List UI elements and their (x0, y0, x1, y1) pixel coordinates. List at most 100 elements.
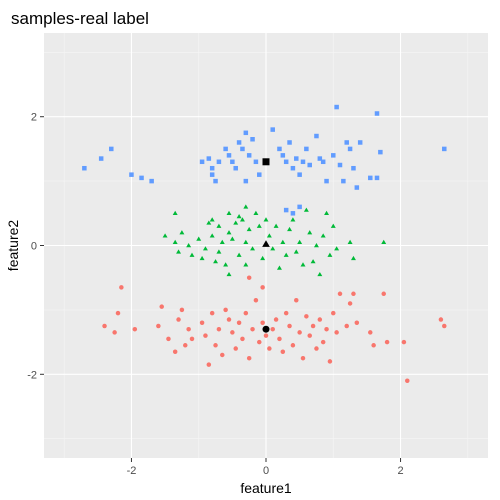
red-circle-point (304, 314, 309, 319)
blue-square-point (226, 153, 232, 158)
green-triangle-point (347, 239, 353, 244)
green-triangle-point (334, 246, 340, 251)
blue-square-point (287, 140, 292, 145)
green-triangle-point (202, 246, 208, 251)
blue-square-point (233, 165, 238, 171)
red-circle-point (290, 343, 296, 348)
green-triangle-point (172, 210, 178, 216)
green-triangle-point (229, 236, 235, 241)
green-triangle-point (250, 246, 256, 251)
blue-square-point (442, 146, 447, 152)
blue-square-point (283, 159, 289, 165)
blue-square-point (351, 165, 356, 171)
green-triangle-point (297, 239, 303, 244)
blue-square-point (320, 159, 326, 165)
green-triangle-point (216, 223, 222, 228)
blue-square-point (368, 175, 373, 181)
red-circle-point (115, 310, 121, 316)
red-circle-point (314, 346, 319, 351)
blue-square-point (357, 140, 363, 145)
green-triangle-point (300, 262, 306, 267)
green-triangle-point (256, 223, 262, 228)
blue-square-point (206, 156, 212, 161)
red-circle-point (287, 323, 292, 329)
blue-square-point (374, 111, 380, 116)
green-triangle-point (313, 242, 319, 248)
blue-square-point (257, 172, 262, 177)
green-triangle-point (236, 214, 242, 219)
blue-square-point (109, 146, 114, 152)
red-circle-point (206, 362, 212, 367)
blue-square-point (209, 172, 215, 177)
x-axis-title: feature1 (240, 480, 292, 496)
green-triangle-point (260, 255, 266, 261)
x-tick-label: 2 (397, 465, 403, 477)
red-circle-point (273, 317, 279, 322)
green-triangle-point (179, 230, 185, 235)
blue-square-point (270, 127, 275, 132)
red-circle-point (260, 285, 265, 290)
cluster-center-triangle (262, 240, 270, 247)
blue-square-point (290, 165, 296, 171)
blue-square-point (341, 178, 346, 184)
green-triangle-point (189, 252, 195, 257)
red-circle-point (442, 323, 447, 329)
data-points (82, 104, 447, 383)
red-circle-point (186, 326, 191, 332)
red-circle-point (401, 339, 407, 345)
red-circle-point (176, 317, 181, 322)
green-triangle-point (196, 236, 202, 241)
red-circle-point (297, 330, 302, 335)
chart-title: samples-real label (11, 9, 149, 28)
green-triangle-point (172, 239, 178, 244)
red-circle-point (216, 326, 222, 332)
blue-square-point (294, 156, 299, 161)
green-triangle-point (317, 271, 323, 277)
red-circle-point (230, 330, 235, 335)
blue-square-point (199, 159, 205, 165)
green-triangle-point (273, 223, 279, 228)
red-circle-point (351, 291, 356, 297)
green-triangle-point (320, 233, 326, 238)
red-circle-point (270, 326, 275, 332)
y-tick-label: 0 (31, 241, 37, 253)
red-circle-point (236, 320, 242, 326)
red-circle-point (337, 291, 343, 297)
blue-square-point (243, 178, 249, 184)
green-triangle-point (206, 220, 212, 225)
red-circle-point (267, 346, 272, 351)
red-circle-point (368, 330, 373, 335)
y-tick-label: 2 (31, 112, 37, 124)
green-triangle-point (213, 259, 219, 264)
red-circle-point (166, 336, 171, 342)
red-circle-point (240, 336, 245, 342)
red-circle-point (381, 291, 386, 297)
red-circle-point (209, 310, 215, 316)
blue-square-point (209, 165, 215, 171)
red-circle-point (310, 323, 316, 329)
blue-square-point (354, 185, 360, 190)
blue-square-point (334, 104, 339, 110)
green-triangle-point (290, 217, 296, 222)
green-triangle-point (236, 252, 242, 257)
red-circle-point (307, 333, 312, 338)
red-circle-point (250, 326, 255, 332)
blue-square-point (236, 140, 242, 145)
green-triangle-point (243, 239, 249, 244)
blue-square-point (324, 178, 329, 184)
y-tick-label: -2 (27, 369, 37, 381)
blue-square-point (347, 146, 353, 152)
red-circle-point (223, 307, 228, 313)
green-triangle-point (246, 226, 252, 232)
red-circle-point (189, 336, 195, 342)
blue-square-point (290, 211, 296, 216)
x-tick-label: -2 (127, 465, 137, 477)
green-triangle-point (263, 217, 269, 222)
red-circle-point (260, 320, 265, 326)
green-triangle-point (381, 239, 387, 244)
red-circle-point (246, 275, 252, 280)
blue-square-point (331, 153, 336, 158)
red-circle-point (243, 310, 249, 316)
cluster-center-circle (262, 325, 270, 333)
green-triangle-point (330, 223, 336, 228)
